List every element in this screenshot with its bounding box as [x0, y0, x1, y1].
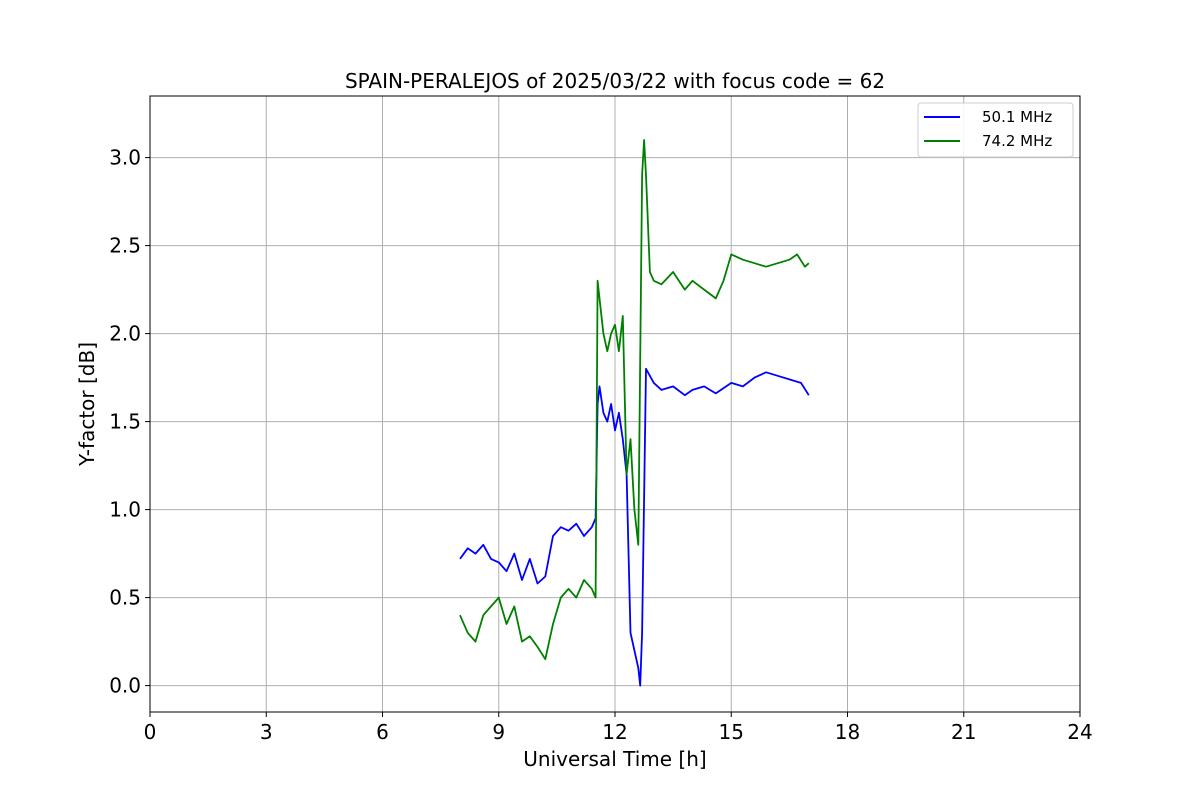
legend-label-74mhz: 74.2 MHz: [982, 132, 1052, 150]
y-tick-label: 3.0: [109, 146, 141, 170]
x-tick-label: 24: [1067, 720, 1092, 744]
x-tick-label: 6: [376, 720, 389, 744]
y-ticks: 0.0 0.5 1.0 1.5 2.0 2.5 3.0: [109, 146, 150, 698]
y-tick-label: 0.0: [109, 674, 141, 698]
x-axis-label: Universal Time [h]: [523, 747, 706, 771]
legend: 50.1 MHz 74.2 MHz: [917, 102, 1074, 158]
legend-label-50mhz: 50.1 MHz: [982, 108, 1052, 126]
x-tick-label: 0: [144, 720, 157, 744]
x-tick-label: 15: [719, 720, 744, 744]
series-line-1: [459, 139, 810, 661]
x-tick-label: 21: [951, 720, 976, 744]
chart-title: SPAIN-PERALEJOS of 2025/03/22 with focus…: [345, 69, 885, 93]
x-tick-label: 3: [260, 720, 273, 744]
y-tick-label: 1.0: [109, 498, 141, 522]
x-ticks: 0 3 6 9 12 15 18 21 24: [144, 712, 1093, 744]
series-group: [459, 139, 810, 687]
y-tick-label: 0.5: [109, 586, 141, 610]
y-tick-label: 2.5: [109, 234, 141, 258]
x-tick-label: 18: [835, 720, 860, 744]
series-line-0: [459, 367, 810, 687]
x-tick-label: 9: [492, 720, 505, 744]
y-axis-label: Y-factor [dB]: [75, 342, 99, 467]
y-tick-label: 2.0: [109, 322, 141, 346]
y-tick-label: 1.5: [109, 410, 141, 434]
x-tick-label: 12: [602, 720, 627, 744]
